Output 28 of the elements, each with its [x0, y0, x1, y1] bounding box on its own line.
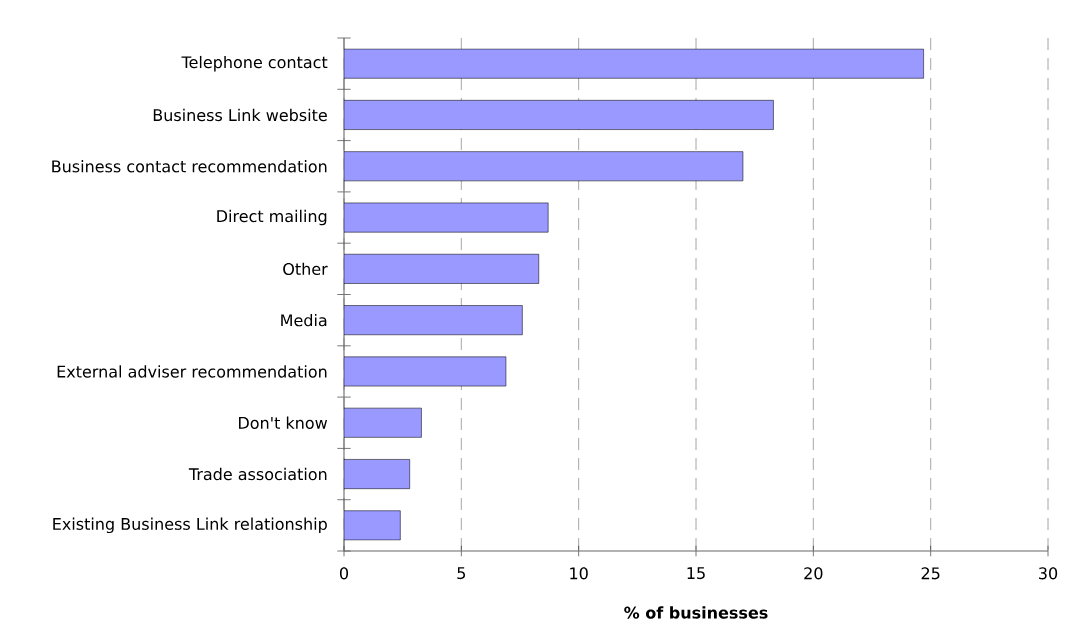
y-tick-label: Direct mailing	[217, 209, 327, 226]
bar	[344, 356, 507, 387]
x-axis-title: % of businesses	[624, 606, 768, 619]
x-tick-label: 15	[687, 567, 705, 580]
bar	[344, 253, 540, 284]
x-tick-label: 30	[1039, 567, 1058, 580]
y-tick-label: Don't know	[239, 416, 328, 429]
bar	[344, 202, 549, 233]
y-tick-label: Media	[281, 313, 327, 327]
x-tick-label: 5	[457, 567, 466, 580]
y-tick-label: Trade association	[188, 467, 327, 481]
x-tick-label: 25	[921, 567, 940, 580]
bar	[344, 510, 401, 541]
bar	[344, 48, 924, 79]
x-tick-label: 10	[570, 567, 588, 580]
y-tick-label: Telephone contact	[181, 55, 328, 72]
bar	[344, 305, 523, 336]
y-tick-label: Business Link website	[153, 108, 327, 122]
y-tick-label: Business contact recommendation	[52, 160, 327, 173]
bar	[344, 459, 410, 489]
y-tick-label: Other	[283, 262, 328, 276]
x-tick-label: 0	[339, 567, 349, 580]
y-tick-label: External adviser recommendation	[57, 365, 327, 378]
y-tick-label: Existing Business Link relationship	[53, 517, 327, 534]
x-tick-label: 20	[804, 567, 823, 580]
bar	[344, 100, 774, 130]
bar	[344, 407, 422, 438]
bar	[344, 151, 744, 182]
